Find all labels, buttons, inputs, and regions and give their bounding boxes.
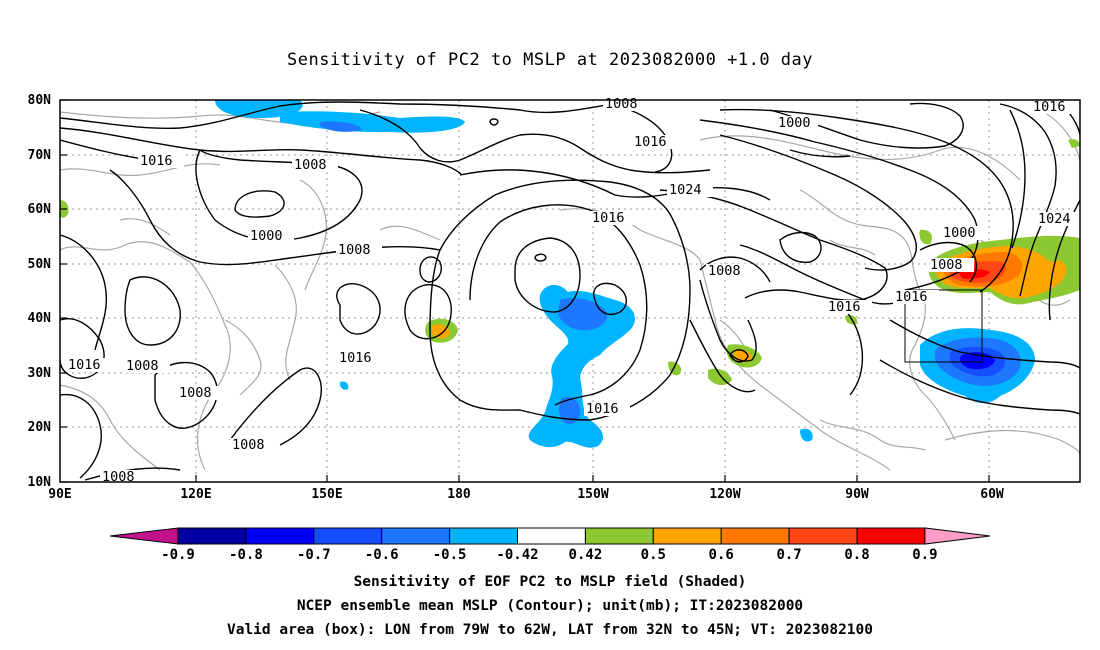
lat-label-40n: 40N (28, 311, 52, 326)
svg-text:1008: 1008 (179, 385, 212, 401)
svg-text:1016: 1016 (592, 210, 625, 226)
contour-label-1024a: 1016 (590, 210, 636, 226)
colorbar-segment (584, 527, 654, 545)
svg-text:1016: 1016 (895, 289, 928, 305)
contour-label-1008d: 1008 (928, 257, 974, 273)
colorbar-label: -0.7 (297, 547, 331, 563)
colorbar-segment (381, 527, 451, 545)
contour-label-1008c: 1008 (336, 242, 382, 258)
caption-shaded: Sensitivity of EOF PC2 to MSLP field (Sh… (353, 574, 747, 590)
svg-text:1008: 1008 (232, 437, 265, 453)
colorbar-segment (856, 527, 926, 545)
contour-label-1016f: 1016 (826, 299, 872, 315)
colorbar (109, 527, 991, 545)
colorbar-label: 0.9 (912, 547, 937, 563)
colorbar-label: -0.5 (433, 547, 467, 563)
contour-label-1016d: 1024 (667, 182, 713, 198)
colorbar-label: -0.9 (161, 547, 195, 563)
caption-valid-area: Valid area (box): LON from 79W to 62W, L… (226, 622, 873, 638)
lat-label-80n: 80N (28, 93, 52, 108)
svg-text:1000: 1000 (778, 115, 811, 131)
lat-label-20n: 20N (28, 420, 52, 435)
contour-label-1008g: 1008 (177, 385, 223, 401)
colorbar-segment (449, 527, 519, 545)
lon-label-120w: 120W (709, 487, 740, 502)
lon-label-90w: 90W (845, 487, 869, 502)
lat-label-50n: 50N (28, 257, 52, 272)
colorbar-high-triangle (924, 527, 991, 545)
colorbar-label: 0.8 (844, 547, 869, 563)
contour-label-1000b: 1000 (248, 228, 294, 244)
axis-ticks (60, 99, 990, 483)
svg-text:1000: 1000 (250, 228, 283, 244)
contour-label-1016g: 1016 (337, 350, 383, 366)
colorbar-label: 0.6 (709, 547, 734, 563)
colorbar-segment (177, 527, 247, 545)
svg-text:1016: 1016 (68, 357, 101, 373)
svg-text:1016: 1016 (140, 153, 173, 169)
shading-positive (60, 139, 1080, 386)
colorbar-label: 0.5 (641, 547, 666, 563)
shading-negative (215, 100, 1035, 448)
contour-label-1000c: 1000 (941, 225, 987, 241)
lon-label-120e: 120E (180, 487, 211, 502)
svg-text:1024: 1024 (669, 182, 702, 198)
contour-label-1008e: 1008 (706, 263, 752, 279)
svg-text:1016: 1016 (586, 401, 619, 417)
map-title: Sensitivity of PC2 to MSLP at 2023082000… (286, 50, 813, 70)
lat-label-30n: 30N (28, 366, 52, 381)
svg-text:1016: 1016 (828, 299, 861, 315)
caption-contour: NCEP ensemble mean MSLP (Contour); unit(… (296, 598, 804, 614)
mslp-contours (60, 100, 1080, 481)
lon-label-90e: 90E (48, 487, 71, 502)
contour-label-1000a: 1000 (776, 115, 818, 131)
colorbar-label: -0.8 (229, 547, 263, 563)
lon-label-180: 180 (447, 487, 471, 502)
contour-label-1016c: 1016 (138, 153, 184, 169)
contour-label-1016h: 1016 (66, 357, 112, 373)
colorbar-segment (788, 527, 858, 545)
contour-label-1016b: 1016 (632, 134, 678, 150)
svg-text:1008: 1008 (708, 263, 741, 279)
colorbar-low-triangle (109, 527, 179, 545)
svg-text:1008: 1008 (126, 358, 159, 374)
valid-area-box (904, 289, 983, 363)
svg-text:1000: 1000 (943, 225, 976, 241)
colorbar-segment (313, 527, 383, 545)
svg-text:1016: 1016 (339, 350, 372, 366)
contour-label-1008a: 1008 (603, 96, 649, 112)
svg-text:1008: 1008 (605, 96, 638, 112)
svg-text:1016: 1016 (634, 134, 667, 150)
svg-text:1016: 1016 (1033, 99, 1066, 115)
colorbar-segment (720, 527, 790, 545)
colorbar-label: 0.42 (569, 547, 603, 563)
contour-label-1008h: 1008 (230, 437, 276, 453)
svg-text:1024: 1024 (1038, 211, 1071, 227)
contour-label-1024b: 1024 (1036, 211, 1080, 227)
contour-label-1016e: 1016 (893, 289, 939, 305)
svg-text:1008: 1008 (930, 257, 963, 273)
svg-text:1008: 1008 (338, 242, 371, 258)
colorbar-label: 0.7 (776, 547, 801, 563)
contour-label-1016a: 1016 (1031, 99, 1075, 115)
colorbar-label: -0.42 (496, 547, 538, 563)
lat-label-70n: 70N (28, 148, 52, 163)
svg-text:1008: 1008 (294, 157, 327, 173)
contour-label-1008f: 1008 (124, 358, 170, 374)
lon-label-150w: 150W (577, 487, 608, 502)
lon-label-150e: 150E (311, 487, 342, 502)
lon-label-60w: 60W (980, 487, 1004, 502)
contour-label-1016i: 1016 (584, 401, 630, 417)
colorbar-segment (517, 527, 586, 545)
lat-label-60n: 60N (28, 202, 52, 217)
colorbar-label: -0.6 (365, 547, 399, 563)
contour-label-1008i: 1008 (100, 469, 146, 485)
colorbar-segment (245, 527, 315, 545)
lat-label-10n: 10N (28, 475, 52, 490)
colorbar-segment (652, 527, 722, 545)
contour-label-1008b: 1008 (292, 157, 338, 173)
svg-text:1008: 1008 (102, 469, 135, 485)
